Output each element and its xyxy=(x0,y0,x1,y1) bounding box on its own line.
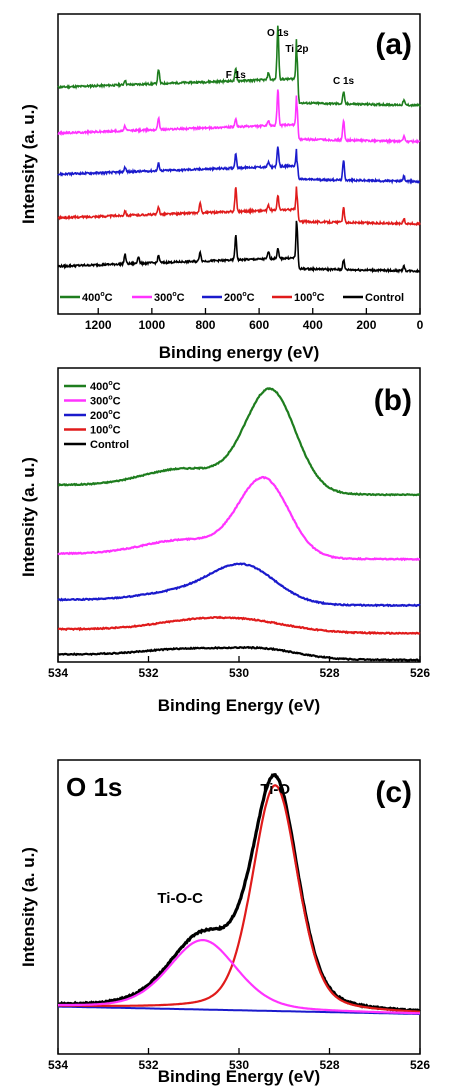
panel-b-x-axis-label: Binding Energy (eV) xyxy=(158,696,320,715)
panel-a-label: (a) xyxy=(375,28,412,61)
legend-unit: C xyxy=(247,292,255,304)
legend-label-100: 100oC xyxy=(90,424,121,437)
x-tick-label: 530 xyxy=(229,666,249,680)
legend-value: 100 xyxy=(294,292,312,304)
legend-unit: C xyxy=(113,410,121,422)
legend-degree: o xyxy=(108,395,112,402)
legend-degree: o xyxy=(100,291,104,298)
panel-b-label: (b) xyxy=(374,384,412,417)
legend-label-100: 100oC xyxy=(294,291,325,304)
panel-a-y-axis-label: Intensity (a. u.) xyxy=(19,104,38,224)
series-line-300 xyxy=(57,89,421,145)
x-tick-label: 800 xyxy=(195,318,215,332)
x-tick-label: 530 xyxy=(229,1058,249,1072)
panel-c-y-axis-label: Intensity (a. u.) xyxy=(19,847,38,967)
legend-degree: o xyxy=(312,291,316,298)
panel-a-x-axis-label: Binding energy (eV) xyxy=(159,343,320,362)
x-tick-label: 200 xyxy=(356,318,376,332)
legend-degree: o xyxy=(108,409,112,416)
peak-annotation-ti-o-c: Ti-O-C xyxy=(157,890,203,907)
x-tick-label: 1200 xyxy=(85,318,112,332)
x-tick-label: 400 xyxy=(303,318,323,332)
legend-value: 400 xyxy=(90,381,108,393)
x-tick-label: 528 xyxy=(319,1058,339,1072)
panel-b-series-group xyxy=(57,387,421,663)
series-line-400 xyxy=(57,25,421,109)
x-tick-label: 526 xyxy=(410,666,430,680)
panel-b-x-ticks: 534 532 530 528 526 xyxy=(48,656,430,680)
legend-value: 400 xyxy=(82,292,100,304)
panel-c-series-group xyxy=(57,773,421,1015)
panel-c-x-axis-label: Binding Energy (eV) xyxy=(158,1067,320,1086)
legend-unit: C xyxy=(113,425,121,437)
panel-a-annotations: F 1s O 1s Ti 2p C 1s xyxy=(226,28,355,87)
panel-a-legend: 400oC 300oC 200oC 100oC Control xyxy=(60,291,404,304)
legend-unit: C xyxy=(113,381,121,393)
series-line-400 xyxy=(57,387,421,497)
peak-annotation-f-1s: F 1s xyxy=(226,70,246,81)
panel-b-y-axis-label: Intensity (a. u.) xyxy=(19,457,38,577)
legend-label-400: 400oC xyxy=(90,380,121,393)
series-line-300 xyxy=(57,475,421,562)
legend-unit: C xyxy=(113,396,121,408)
legend-label-400: 400oC xyxy=(82,291,113,304)
legend-value: 200 xyxy=(90,410,108,422)
legend-unit: C xyxy=(317,292,325,304)
component-line-ti-o xyxy=(58,784,420,1013)
legend-value: 100 xyxy=(90,425,108,437)
panel-a-frame xyxy=(57,13,421,315)
x-tick-label: 532 xyxy=(138,1058,158,1072)
legend-label-control: Control xyxy=(90,439,129,451)
series-line-control xyxy=(57,220,421,274)
x-tick-label: 1000 xyxy=(139,318,166,332)
series-line-200 xyxy=(57,562,421,608)
x-tick-label: 532 xyxy=(138,666,158,680)
panel-c: Ti-O Ti-O-C 534 532 530 528 526 O 1s (c) Bind… xyxy=(19,759,430,1086)
legend-degree: o xyxy=(108,424,112,431)
legend-label-200: 200oC xyxy=(90,409,121,422)
x-tick-label: 534 xyxy=(48,1058,68,1072)
background-line xyxy=(58,1005,420,1015)
x-tick-label: 526 xyxy=(410,1058,430,1072)
panel-c-annotations: Ti-O Ti-O-C xyxy=(157,781,290,907)
legend-value: 200 xyxy=(224,292,242,304)
panel-a-x-ticks: 1200 1000 800 600 400 200 0 xyxy=(85,308,424,332)
legend-label-control: Control xyxy=(365,292,404,304)
x-tick-label: 600 xyxy=(249,318,269,332)
component-line-ti-o-c xyxy=(58,939,420,1015)
legend-value: Control xyxy=(365,292,404,304)
series-line-control xyxy=(57,645,420,663)
x-tick-label: 528 xyxy=(319,666,339,680)
legend-degree: o xyxy=(172,291,176,298)
series-line-100 xyxy=(57,615,421,636)
x-tick-label: 0 xyxy=(417,318,424,332)
series-line-200 xyxy=(57,146,421,185)
peak-annotation-ti-o: Ti-O xyxy=(260,781,290,798)
legend-degree: o xyxy=(108,380,112,387)
legend-label-300: 300oC xyxy=(154,291,185,304)
panel-c-label: (c) xyxy=(375,776,412,809)
legend-value: Control xyxy=(90,439,129,451)
legend-label-200: 200oC xyxy=(224,291,255,304)
x-tick-label: 534 xyxy=(48,666,68,680)
panel-a-series-group xyxy=(57,25,421,274)
series-line-100 xyxy=(57,186,421,227)
legend-value: 300 xyxy=(90,396,108,408)
legend-degree: o xyxy=(242,291,246,298)
envelope-line xyxy=(57,773,421,1014)
peak-annotation-c-1s: C 1s xyxy=(333,76,355,87)
peak-annotation-o-1s: O 1s xyxy=(267,28,289,39)
legend-unit: C xyxy=(177,292,185,304)
legend-unit: C xyxy=(105,292,113,304)
legend-value: 300 xyxy=(154,292,172,304)
legend-label-300: 300oC xyxy=(90,395,121,408)
panel-c-x-ticks: 534 532 530 528 526 xyxy=(48,1048,430,1072)
peak-annotation-ti-2p: Ti 2p xyxy=(285,44,308,55)
panel-c-title: O 1s xyxy=(66,772,122,802)
